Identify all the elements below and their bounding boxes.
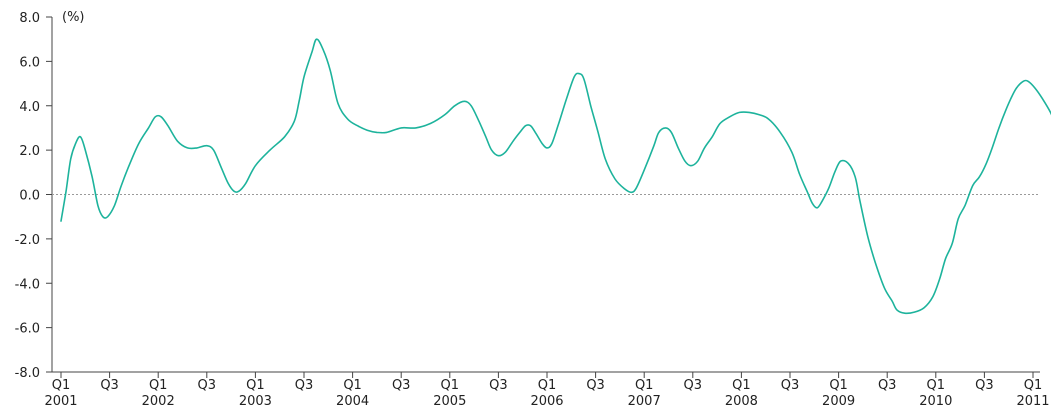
- y-unit-label: (%): [62, 10, 85, 25]
- x-tick-year-label: 2011: [1016, 394, 1049, 409]
- x-tick-quarter-label: Q3: [878, 378, 897, 393]
- x-tick-quarter-label: Q3: [684, 378, 703, 393]
- y-tick-label: -2.0: [15, 233, 40, 248]
- x-tick-year-label: 2010: [919, 394, 952, 409]
- x-tick-quarter-label: Q3: [392, 378, 411, 393]
- y-tick-label: -8.0: [15, 366, 40, 381]
- y-tick-label: 4.0: [19, 100, 40, 115]
- x-tick-quarter-label: Q1: [538, 378, 557, 393]
- y-axis: 8.0 6.0 4.0 2.0 0.0 -2.0 -4.0 -6.0 -8.0: [15, 11, 53, 381]
- x-tick-quarter-label: Q3: [586, 378, 605, 393]
- x-tick-year-label: 2006: [530, 394, 563, 409]
- x-tick-year-label: 2007: [628, 394, 661, 409]
- y-tick-label: -4.0: [15, 277, 40, 292]
- x-tick-quarter-label: Q1: [246, 378, 265, 393]
- y-tick-label: 0.0: [19, 189, 40, 204]
- x-tick-year-label: 2004: [336, 394, 369, 409]
- x-tick-quarter-label: Q3: [198, 378, 217, 393]
- x-tick-year-label: 2009: [822, 394, 855, 409]
- x-tick-quarter-label: Q3: [489, 378, 508, 393]
- series-line: [60, 38, 1051, 315]
- x-tick-year-label: 2005: [433, 394, 466, 409]
- x-tick-quarter-label: Q1: [732, 378, 751, 393]
- x-tick-quarter-label: Q1: [52, 378, 71, 393]
- x-tick-quarter-label: Q1: [1024, 378, 1043, 393]
- y-tick-label: 8.0: [19, 11, 40, 26]
- x-tick-quarter-label: Q3: [100, 378, 119, 393]
- x-tick-quarter-label: Q3: [295, 378, 314, 393]
- x-tick-quarter-label: Q1: [441, 378, 460, 393]
- x-tick-year-label: 2002: [142, 394, 175, 409]
- x-tick-quarter-label: Q1: [149, 378, 168, 393]
- x-tick-quarter-label: Q1: [927, 378, 946, 393]
- x-tick-year-label: 2008: [725, 394, 758, 409]
- y-tick-label: -6.0: [15, 322, 40, 337]
- x-tick-year-label: 2001: [44, 394, 77, 409]
- x-tick-quarter-label: Q1: [829, 378, 848, 393]
- x-tick-quarter-label: Q3: [781, 378, 800, 393]
- y-tick-label: 6.0: [19, 55, 40, 70]
- x-tick-quarter-label: Q3: [975, 378, 994, 393]
- y-tick-label: 2.0: [19, 144, 40, 159]
- x-tick-year-label: 2003: [239, 394, 272, 409]
- x-tick-quarter-label: Q1: [635, 378, 654, 393]
- x-tick-quarter-label: Q1: [343, 378, 362, 393]
